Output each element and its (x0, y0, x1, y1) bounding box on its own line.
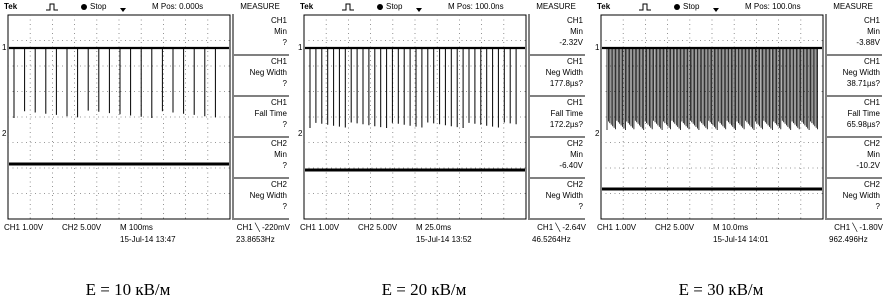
measure-channel: CH1 (567, 98, 584, 107)
scope-panel: Tek Stop M Pos: 100.0ns MEASURE 1 2 CH1 Min -2.3… (298, 2, 587, 299)
measure-channel: CH1 (271, 98, 288, 107)
date-time: 15-Jul-14 13:47 (120, 235, 176, 244)
ch2-marker: 2 (595, 129, 600, 138)
measure-channel: CH2 (567, 139, 584, 148)
brand: Tek (4, 2, 18, 11)
measure-channel: CH1 (567, 16, 584, 25)
ch1-scale: CH1 1.00V (300, 223, 340, 232)
ch2-scale: CH2 5.00V (62, 223, 102, 232)
time-scale: M 100ms (120, 223, 153, 232)
menu-title: MEASURE (833, 2, 873, 11)
measure-name: Fall Time (255, 109, 288, 118)
measure-channel: CH1 (271, 57, 288, 66)
measure-channel: CH2 (271, 180, 288, 189)
measure-value: ? (283, 79, 288, 88)
measure-value: ? (876, 202, 881, 211)
trigger-icon (639, 4, 651, 10)
trigger-position (416, 8, 422, 12)
trigger-position (120, 8, 126, 12)
figure: Tek Stop M Pos: 0.000s MEASURE 1 2 CH1 Min? CH1 N… (0, 0, 883, 301)
status: Stop (683, 2, 700, 11)
ch1-marker: 1 (595, 43, 600, 52)
measure-channel: CH1 (864, 98, 881, 107)
measure-channel: CH1 (567, 57, 584, 66)
measure-name: Min (570, 27, 583, 36)
frequency: 962.496Hz (829, 235, 868, 244)
trigger-level: CH1 ╲ -2.64V (537, 222, 587, 232)
brand: Tek (300, 2, 314, 11)
measure-channel: CH2 (271, 139, 288, 148)
trigger-icon (46, 4, 58, 10)
measure-name: Fall Time (551, 109, 584, 118)
ch1-scale: CH1 1.00V (597, 223, 637, 232)
caption: E = 20 кВ/м (382, 280, 467, 299)
measure-channel: CH2 (864, 139, 881, 148)
measure-name: Min (867, 150, 880, 159)
measure-value: -2.32V (559, 38, 583, 47)
stop-icon (674, 4, 680, 10)
measure-name: Neg Width (250, 68, 287, 77)
measure-name: Min (867, 27, 880, 36)
ch2-scale: CH2 5.00V (358, 223, 398, 232)
time-scale: M 10.0ms (713, 223, 748, 232)
measure-name: Min (274, 150, 287, 159)
ch2-marker: 2 (298, 129, 303, 138)
measure-channel: CH1 (271, 16, 288, 25)
measure-value: 172.2µs? (550, 120, 584, 129)
frequency: 46.5264Hz (532, 235, 571, 244)
ch2-scale: CH2 5.00V (655, 223, 695, 232)
menu-title: MEASURE (240, 2, 280, 11)
measure-value: -3.88V (856, 38, 880, 47)
measure-name: Neg Width (843, 191, 880, 200)
scope-panel: Tek Stop M Pos: 0.000s MEASURE 1 2 CH1 Min? CH1 N… (2, 2, 291, 299)
measure-name: Min (570, 150, 583, 159)
measure-value: -6.40V (559, 161, 583, 170)
trigger-level: CH1 ╲ -220mV (237, 222, 291, 232)
measure-name: Neg Width (250, 191, 287, 200)
time-scale: M 25.0ms (416, 223, 451, 232)
trigger-position (713, 8, 719, 12)
measure-name: Neg Width (546, 68, 583, 77)
measure-name: Min (274, 27, 287, 36)
position: M Pos: 100.0ns (745, 2, 801, 11)
caption: E = 30 кВ/м (679, 280, 764, 299)
measure-channel: CH2 (567, 180, 584, 189)
measure-value: 38.71µs? (847, 79, 881, 88)
ch2-marker: 2 (2, 129, 7, 138)
trigger-icon (342, 4, 354, 10)
date-time: 15-Jul-14 13:52 (416, 235, 472, 244)
position: M Pos: 0.000s (152, 2, 203, 11)
status: Stop (90, 2, 107, 11)
ch1-marker: 1 (298, 43, 303, 52)
measure-value: ? (579, 202, 584, 211)
stop-icon (81, 4, 87, 10)
measure-name: Neg Width (843, 68, 880, 77)
caption: E = 10 кВ/м (86, 280, 171, 299)
stop-icon (377, 4, 383, 10)
screen (8, 15, 230, 219)
oscilloscope-figure: Tek Stop M Pos: 0.000s MEASURE 1 2 CH1 Min? CH1 N… (0, 0, 883, 301)
date-time: 15-Jul-14 14:01 (713, 235, 769, 244)
scope-panel: Tek Stop M Pos: 100.0ns MEASURE 1 2 CH1 Min -3.8… (595, 2, 883, 299)
ch1-marker: 1 (2, 43, 7, 52)
measure-channel: CH1 (864, 16, 881, 25)
measure-value: -10.2V (856, 161, 880, 170)
ch1-scale: CH1 1.00V (4, 223, 44, 232)
measure-value: ? (283, 120, 288, 129)
measure-value: 177.8µs? (550, 79, 584, 88)
trigger-level: CH1 ╲ -1.80V (834, 222, 883, 232)
measure-value: ? (283, 202, 288, 211)
status: Stop (386, 2, 403, 11)
position: M Pos: 100.0ns (448, 2, 504, 11)
measure-name: Fall Time (848, 109, 881, 118)
measure-channel: CH2 (864, 180, 881, 189)
frequency: 23.8653Hz (236, 235, 275, 244)
brand: Tek (597, 2, 611, 11)
measure-value: ? (283, 161, 288, 170)
measure-name: Neg Width (546, 191, 583, 200)
measure-value: 65.98µs? (847, 120, 881, 129)
measure-channel: CH1 (864, 57, 881, 66)
measure-value: ? (283, 38, 288, 47)
menu-title: MEASURE (536, 2, 576, 11)
